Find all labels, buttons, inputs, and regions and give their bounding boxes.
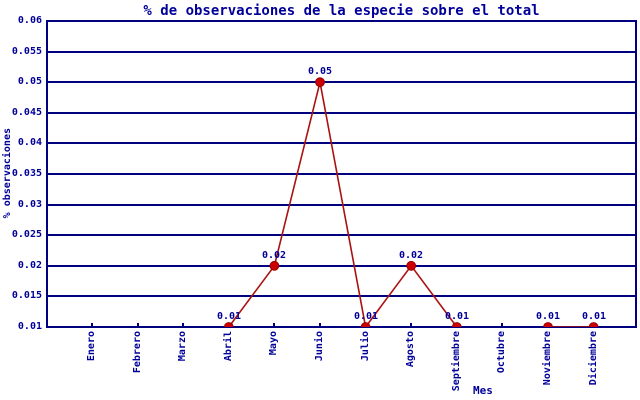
x-tick-label: Noviembre bbox=[542, 331, 553, 386]
plot-frame-left bbox=[46, 20, 48, 328]
data-point-label: 0.01 bbox=[444, 311, 470, 322]
gridline bbox=[46, 265, 637, 267]
x-tick-label: Mayo bbox=[268, 331, 279, 356]
data-point-label: 0.01 bbox=[581, 311, 607, 322]
x-tick-label: Septiembre bbox=[451, 331, 462, 392]
plot-frame-right bbox=[635, 20, 637, 328]
y-tick-label: 0.03 bbox=[17, 199, 42, 210]
x-tick bbox=[137, 323, 139, 327]
y-tick-label: 0.04 bbox=[17, 137, 42, 148]
x-tick-label: Enero bbox=[86, 331, 97, 362]
y-tick-label: 0.025 bbox=[11, 229, 42, 240]
gridline bbox=[46, 112, 637, 114]
x-tick-label: Julio bbox=[360, 331, 371, 362]
gridline bbox=[46, 142, 637, 144]
y-tick-label: 0.06 bbox=[17, 15, 42, 26]
x-tick bbox=[319, 323, 321, 327]
line-series-layer bbox=[223, 77, 599, 327]
data-point-label: 0.01 bbox=[535, 311, 561, 322]
gridline bbox=[46, 20, 637, 22]
data-point-label: 0.01 bbox=[216, 311, 242, 322]
chart-title: % de observaciones de la especie sobre e… bbox=[143, 3, 540, 19]
gridline bbox=[46, 81, 637, 83]
y-tick-label: 0.02 bbox=[17, 260, 42, 271]
y-tick-label: 0.035 bbox=[11, 168, 42, 179]
data-point bbox=[543, 322, 553, 327]
gridline bbox=[46, 204, 637, 206]
data-point bbox=[451, 322, 462, 327]
x-tick-label: Marzo bbox=[177, 331, 188, 362]
x-tick-label: Octubre bbox=[496, 331, 507, 374]
gridline bbox=[46, 173, 637, 175]
y-tick-label: 0.01 bbox=[17, 321, 42, 332]
data-point-label: 0.01 bbox=[353, 311, 379, 322]
x-tick-label: Junio bbox=[314, 331, 325, 362]
data-point bbox=[406, 260, 417, 271]
gridline bbox=[46, 326, 637, 328]
data-point bbox=[360, 322, 371, 327]
data-point bbox=[588, 322, 599, 327]
data-point-label: 0.02 bbox=[398, 250, 424, 261]
gridline bbox=[46, 234, 637, 236]
data-point bbox=[269, 260, 280, 271]
x-tick bbox=[273, 323, 275, 327]
x-tick-label: Febrero bbox=[132, 331, 143, 374]
y-tick-label: 0.015 bbox=[11, 290, 42, 301]
x-tick-label: Abril bbox=[223, 331, 234, 362]
x-tick bbox=[91, 323, 93, 327]
data-point-label: 0.02 bbox=[261, 250, 287, 261]
x-tick bbox=[410, 323, 412, 327]
x-tick-label: Agosto bbox=[405, 331, 416, 368]
x-tick-label: Diciembre bbox=[588, 331, 599, 386]
data-point bbox=[315, 77, 325, 88]
x-tick bbox=[182, 323, 184, 327]
x-axis-title: Mes bbox=[473, 384, 493, 397]
y-tick-label: 0.055 bbox=[11, 46, 42, 57]
gridline bbox=[46, 51, 637, 53]
data-point bbox=[223, 322, 234, 327]
gridline bbox=[46, 295, 637, 297]
series-line bbox=[228, 82, 458, 327]
x-tick bbox=[501, 323, 503, 327]
y-tick-label: 0.045 bbox=[11, 107, 42, 118]
data-point-label: 0.05 bbox=[307, 66, 333, 77]
y-tick-label: 0.05 bbox=[17, 76, 42, 87]
